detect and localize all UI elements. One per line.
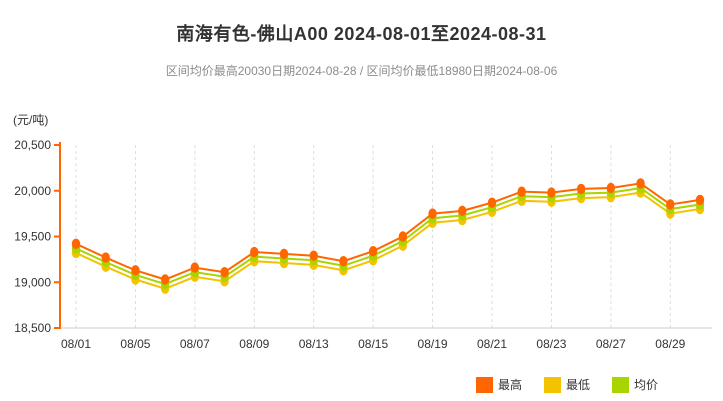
series-high-point	[398, 231, 408, 242]
series-high-point	[220, 266, 229, 278]
page-title: 南海有色-佛山A00 2024-08-01至2024-08-31	[176, 24, 547, 44]
series-high-point	[160, 274, 170, 285]
y-axis-unit-label: (元/吨)	[13, 113, 49, 127]
x-axis-tick-label: 08/09	[239, 337, 269, 351]
legend-label-low: 最低	[566, 378, 591, 392]
x-axis-tick-label: 08/13	[299, 337, 329, 351]
y-axis-tick-label: 20,500	[14, 138, 51, 152]
legend-swatch-high	[476, 376, 493, 393]
series-high-point	[101, 252, 110, 263]
x-axis-tick-label: 08/21	[477, 337, 507, 351]
series-high-point	[309, 250, 318, 261]
chart-legend: 最高 最低 均价	[476, 376, 680, 393]
legend-item-avg[interactable]: 均价	[612, 376, 658, 393]
series-high-point	[368, 245, 378, 257]
x-axis-tick-label: 08/05	[120, 337, 150, 351]
series-high-point	[547, 187, 556, 198]
series-high-point	[250, 246, 259, 258]
series-high-point	[190, 262, 200, 273]
y-axis-tick-label: 18,500	[14, 321, 51, 335]
x-axis-tick-label: 08/29	[655, 337, 685, 351]
y-axis-tick-label: 19,500	[14, 230, 51, 244]
series-avg-line	[75, 186, 701, 286]
legend-swatch-low	[544, 376, 562, 393]
y-axis-tick-label: 20,000	[14, 184, 51, 198]
series-high-point	[339, 256, 348, 267]
series-high-point	[666, 199, 675, 210]
series-high-point	[71, 238, 81, 250]
series-high-point	[606, 182, 616, 194]
legend-item-high[interactable]: 最高	[476, 376, 522, 393]
series-low-line	[75, 191, 701, 290]
legend-swatch-avg	[612, 376, 630, 393]
x-axis-tick-label: 08/01	[61, 337, 91, 351]
series-high-point	[131, 265, 140, 276]
x-axis-tick-label: 08/15	[358, 337, 388, 351]
legend-label-high: 最高	[498, 378, 523, 392]
series-high-point	[695, 194, 705, 206]
x-axis-tick-label: 08/19	[418, 337, 448, 351]
series-high-point	[576, 183, 586, 195]
x-axis-tick-label: 08/27	[596, 337, 626, 351]
x-axis-tick-label: 08/07	[180, 337, 210, 351]
series-high-point	[487, 197, 497, 208]
series-high-point	[279, 248, 289, 260]
series-high-point	[458, 205, 467, 217]
chart-subtitle: 区间均价最高20030日期2024-08-28 / 区间均价最低18980日期2…	[165, 64, 558, 78]
series-high-point	[428, 208, 437, 219]
series-high-point	[636, 178, 645, 189]
legend-item-low[interactable]: 最低	[544, 376, 590, 393]
legend-label-avg: 均价	[634, 378, 659, 392]
series-high-point	[517, 186, 526, 197]
y-axis-tick-label: 19,000	[14, 275, 51, 289]
series-high-line	[75, 182, 701, 281]
x-axis-tick-label: 08/23	[536, 337, 566, 351]
